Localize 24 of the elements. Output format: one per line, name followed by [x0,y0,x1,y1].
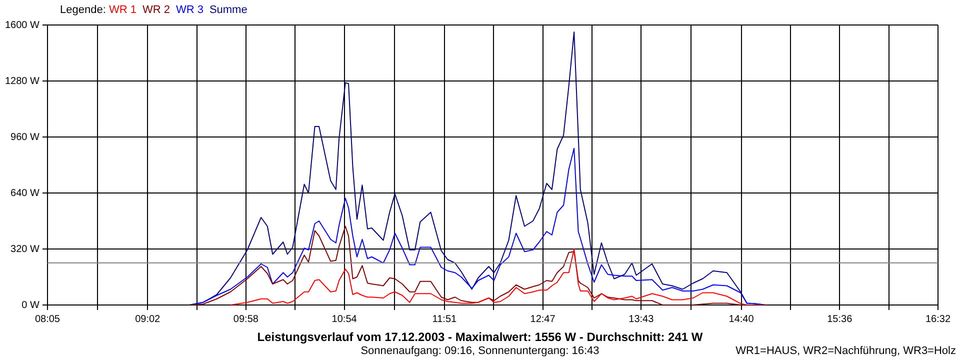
text: WR 3 [176,4,204,16]
y-tick-label: 1600 W [4,20,40,31]
y-tick-label: 960 W [10,132,40,143]
y-tick-label: 640 W [10,188,40,199]
x-tick-label: 15:36 [827,314,853,325]
y-tick-label: 320 W [10,244,40,255]
x-tick-label: 13:43 [628,314,654,325]
text: Summe [209,4,248,16]
text: WR 2 [142,4,170,16]
x-tick-label: 09:02 [135,314,161,325]
text: WR 1 [108,4,136,16]
x-tick-label: 09:58 [233,314,259,325]
text: Leistungsverlauf vom 17.12.2003 - Maximalwert: 1556 W - Durchschnitt: 241 W [256,330,704,344]
x-tick-label: 10:54 [332,314,358,325]
x-tick-label: 16:32 [925,314,951,325]
text: WR1=HAUS, WR2=Nachführung, WR3=Holz [736,345,956,357]
x-tick-label: 12:47 [530,314,556,325]
y-tick-label: 1280 W [4,76,40,87]
x-tick-label: 14:40 [728,314,754,325]
x-tick-label: 11:51 [432,314,458,325]
text: Sonnenaufgang: 09:16, Sonnenuntergang: 16:43 [360,345,600,357]
y-tick-label: 0 W [22,300,40,311]
x-tick-label: 08:05 [34,314,60,325]
legend-title: Legende: [60,4,107,16]
